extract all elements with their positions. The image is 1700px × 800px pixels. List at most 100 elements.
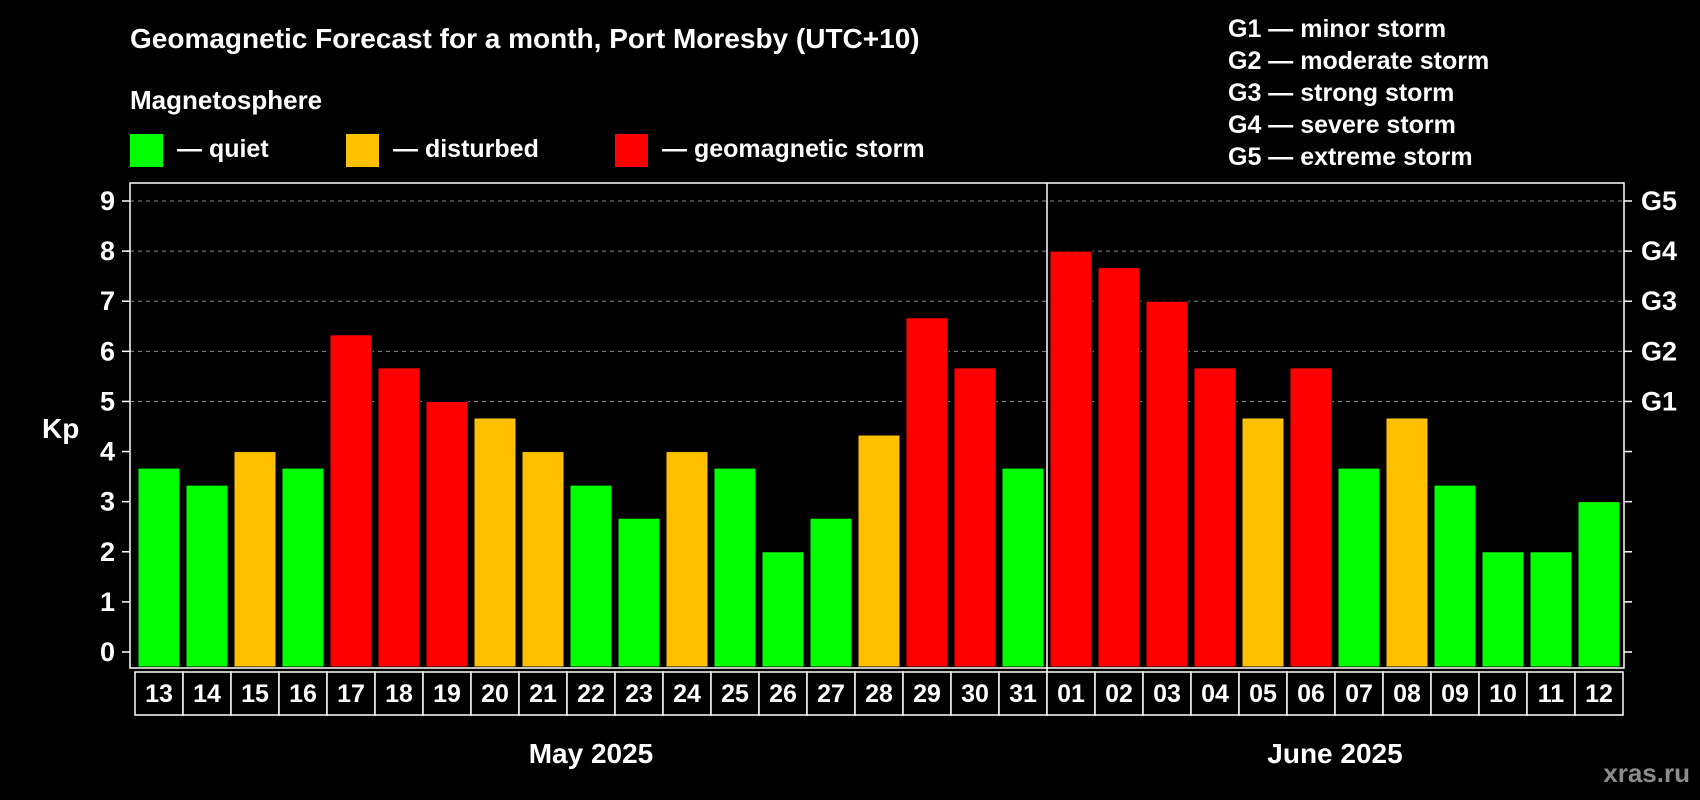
bar-26 (761, 551, 805, 668)
y-tick-label: 8 (100, 236, 115, 266)
y-tick-label: 2 (100, 537, 115, 567)
x-tick-label-01: 01 (1057, 680, 1085, 708)
bar-10 (1481, 551, 1525, 668)
bar-01 (1049, 250, 1093, 668)
bars (137, 250, 1621, 668)
right-axis-ticks: G1 G2 G3 G4 G5 (1624, 186, 1677, 653)
bar-18 (377, 367, 421, 668)
bar-16 (281, 467, 325, 668)
y-tick-label: 9 (100, 186, 115, 216)
x-tick-label-25: 25 (721, 680, 749, 708)
x-label-cell (1142, 671, 1192, 716)
bar-28 (857, 434, 901, 668)
x-tick-label-09: 09 (1441, 680, 1469, 708)
right-axis-label-g2: G2 (1641, 336, 1677, 366)
right-axis-label-g1: G1 (1641, 386, 1677, 416)
bar-17 (329, 334, 373, 668)
bar-05 (1241, 417, 1285, 668)
plot-border (129, 182, 1625, 669)
y-tick-label: 7 (100, 286, 115, 316)
month-labels: May 2025 June 2025 (529, 738, 1403, 769)
legend-swatch-quiet (130, 134, 163, 167)
plot-frame (129, 182, 1625, 715)
x-tick-label-17: 17 (337, 680, 365, 708)
x-label-cell (1286, 671, 1336, 716)
x-label-cell (902, 671, 952, 716)
bar-08 (1385, 417, 1429, 668)
x-tick-label-06: 06 (1297, 680, 1325, 708)
bar-23 (617, 517, 661, 668)
x-tick-label-15: 15 (241, 680, 269, 708)
x-label-cell (998, 671, 1048, 716)
legend-swatch-storm (615, 134, 648, 167)
watermark: xras.ru (1603, 758, 1690, 788)
right-axis-label-g5: G5 (1641, 186, 1677, 216)
bar-02 (1097, 267, 1141, 668)
legend-label-disturbed: — disturbed (393, 135, 539, 163)
g-scale-item-g2: G2 — moderate storm (1228, 47, 1489, 75)
x-tick-label-11: 11 (1538, 680, 1565, 708)
month-label-0: May 2025 (529, 738, 654, 769)
right-axis-label-g3: G3 (1641, 286, 1677, 316)
x-tick-label-07: 07 (1345, 680, 1373, 708)
y-tick-label: 5 (100, 386, 115, 416)
bar-04 (1193, 367, 1237, 668)
bar-15 (233, 451, 277, 668)
x-tick-label-21: 21 (529, 680, 557, 708)
legend-title: Magnetosphere (130, 85, 322, 115)
legend-label-quiet: — quiet (177, 135, 269, 163)
x-tick-label-02: 02 (1105, 680, 1133, 708)
y-tick-label: 4 (100, 437, 115, 467)
x-tick-label-05: 05 (1249, 680, 1277, 708)
x-tick-label-28: 28 (865, 680, 893, 708)
x-tick-label-19: 19 (433, 680, 461, 708)
bar-13 (137, 467, 181, 668)
y-axis-label: Kp (42, 413, 79, 444)
y-tick-label: 1 (100, 587, 115, 617)
x-label-cell (1046, 671, 1096, 716)
x-label-cell (518, 671, 568, 716)
bar-31 (1001, 467, 1045, 668)
legend-swatch-disturbed (346, 134, 379, 167)
x-tick-label-29: 29 (913, 680, 941, 708)
x-label-cell (326, 671, 376, 716)
x-tick-label-22: 22 (577, 680, 605, 708)
y-tick-label: 6 (100, 336, 115, 366)
x-tick-label-03: 03 (1153, 680, 1181, 708)
x-tick-label-16: 16 (289, 680, 317, 708)
bar-19 (425, 400, 469, 668)
y-axis-ticks: 0 1 2 3 4 5 6 7 8 9 (100, 186, 130, 667)
bar-12 (1577, 501, 1621, 668)
x-tick-label-08: 08 (1393, 680, 1421, 708)
x-label-cell (758, 671, 808, 716)
x-tick-label-26: 26 (769, 680, 797, 708)
y-tick-label: 0 (100, 637, 115, 667)
x-tick-label-27: 27 (817, 680, 845, 708)
chart-title: Geomagnetic Forecast for a month, Port M… (130, 23, 920, 54)
x-tick-label-30: 30 (961, 680, 989, 708)
x-label-cell (470, 671, 520, 716)
bar-30 (953, 367, 997, 668)
x-tick-label-12: 12 (1585, 680, 1613, 708)
legend: — quiet — disturbed — geomagnetic storm (130, 134, 925, 167)
x-label-cell (1574, 671, 1624, 716)
x-label-cell (710, 671, 760, 716)
bar-24 (665, 451, 709, 668)
x-label-cell (1526, 671, 1576, 716)
g-scale-item-g4: G4 — severe storm (1228, 111, 1456, 139)
right-axis-label-g4: G4 (1641, 236, 1677, 266)
x-tick-label-10: 10 (1489, 680, 1517, 708)
x-tick-label-20: 20 (481, 680, 509, 708)
month-label-1: June 2025 (1267, 738, 1402, 769)
bar-07 (1337, 467, 1381, 668)
x-tick-label-24: 24 (673, 680, 701, 708)
x-tick-label-14: 14 (193, 680, 221, 708)
g-scale-item-g1: G1 — minor storm (1228, 15, 1446, 43)
x-label-cell (422, 671, 472, 716)
x-label-cell (854, 671, 904, 716)
x-tick-label-23: 23 (625, 680, 653, 708)
bar-27 (809, 517, 853, 668)
bar-11 (1529, 551, 1573, 668)
bar-22 (569, 484, 613, 668)
